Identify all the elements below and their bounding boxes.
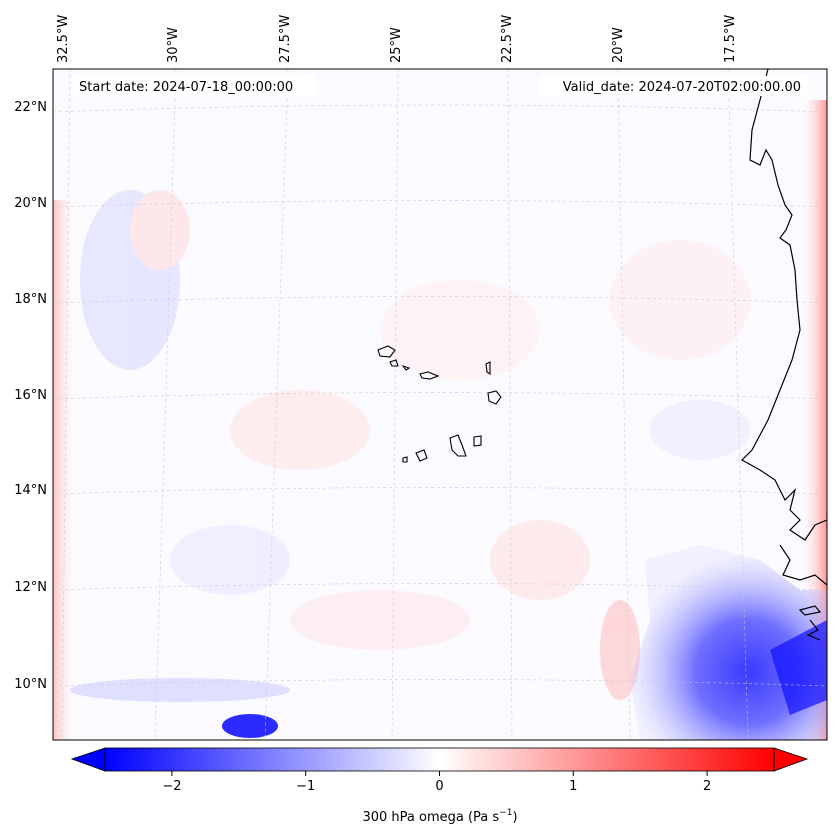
lon-label-25w: 25°W <box>389 27 404 63</box>
colorbar-tick-label: 0 <box>435 779 443 794</box>
lat-label-10n: 10°N <box>14 677 47 692</box>
colorbar-label-sup: −1 <box>499 808 512 818</box>
lat-label-12n: 12°N <box>14 580 47 595</box>
cape-verde-islands <box>377 345 502 463</box>
west-africa-coastline <box>741 69 827 541</box>
lat-label-20n: 20°N <box>14 196 47 211</box>
gridlines <box>53 69 827 740</box>
start-date-label: Start date: 2024-07-18_00:00:00 <box>79 80 293 95</box>
start-date-box <box>73 76 315 96</box>
lon-label-17-5w: 17.5°W <box>723 15 738 63</box>
valid-date-label: Valid_date: 2024-07-20T02:00:00.00 <box>563 80 801 95</box>
omega-field <box>53 69 827 740</box>
colorbar-tick-label: 2 <box>703 779 711 794</box>
map-frame <box>52 68 828 741</box>
valid-date-box <box>539 76 807 96</box>
colorbar-gradient <box>105 748 774 771</box>
latitude-labels: 22°N 20°N 18°N 16°N 14°N 12°N 10°N <box>14 100 47 692</box>
colorbar-label-main: 300 hPa omega (Pa s <box>362 810 499 825</box>
colorbar-tick-label: −1 <box>296 779 315 794</box>
colorbar-extend-high <box>773 747 809 772</box>
colorbar-label-close: ) <box>512 810 517 825</box>
lat-label-14n: 14°N <box>14 483 47 498</box>
colorbar: −2 −1 0 1 2 300 hPa omega (Pa s−1) <box>70 747 809 825</box>
colorbar-tick-label: −2 <box>162 779 181 794</box>
lon-label-22-5w: 22.5°W <box>500 15 515 63</box>
lat-label-18n: 18°N <box>14 292 47 307</box>
colorbar-label: 300 hPa omega (Pa s−1) <box>362 808 517 825</box>
coastline <box>741 69 827 641</box>
lon-label-32-5w: 32.5°W <box>56 15 71 63</box>
lon-label-30w: 30°W <box>166 27 181 63</box>
lat-label-22n: 22°N <box>14 100 47 115</box>
colorbar-tick-label: 1 <box>569 779 577 794</box>
colorbar-extend-low <box>70 747 106 772</box>
longitude-labels: 32.5°W 30°W 27.5°W 25°W 22.5°W 20°W 17.5… <box>56 15 738 63</box>
lon-label-27-5w: 27.5°W <box>278 15 293 63</box>
colorbar-ticks: −2 −1 0 1 2 <box>162 771 711 794</box>
lat-label-16n: 16°N <box>14 388 47 403</box>
lon-label-20w: 20°W <box>611 27 626 63</box>
